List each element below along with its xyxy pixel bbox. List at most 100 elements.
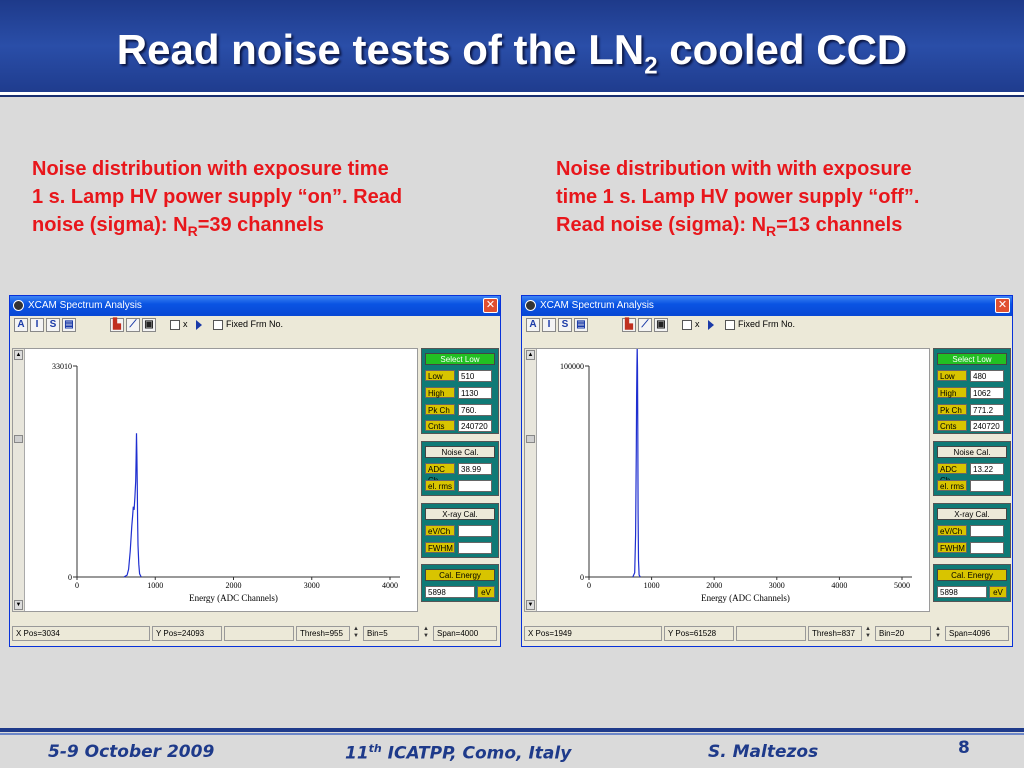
spectrum-plot[interactable]: ▲ ▼ 0 1000 2000 3000 4000 5000 0 100000 Energy (… [524,348,930,612]
fwhm-field[interactable] [970,542,1004,554]
ev-ch-label: eV/Ch [425,525,455,536]
fixed-frame-checkbox[interactable] [213,320,223,330]
y-tick-label: 0 [580,573,584,582]
save-icon[interactable]: ▣ [654,318,668,332]
fixed-frame-label: Fixed Frm No. [738,319,796,329]
high-field[interactable]: 1130 [458,387,492,399]
el-rms-label: el. rms [425,480,455,491]
xray-panel: X-ray Cal. eV/Ch FWHM [933,503,1011,558]
scroll-up-icon[interactable]: ▲ [526,350,535,360]
fixed-frame-checkbox[interactable] [725,320,735,330]
close-icon[interactable]: ✕ [995,298,1010,313]
window-titlebar[interactable]: XCAM Spectrum Analysis ✕ [522,296,1012,316]
scroll-down-icon[interactable]: ▼ [14,600,23,610]
bin-spinner[interactable]: ▲ ▼ [935,626,941,639]
scroll-up-icon[interactable]: ▲ [14,350,23,360]
spectrum-plot[interactable]: ▲ ▼ 0 1000 2000 3000 4000 0 33010 Energy (ADC C… [12,348,418,612]
window-titlebar[interactable]: XCAM Spectrum Analysis ✕ [10,296,500,316]
spectrum-chart: 0 1000 2000 3000 4000 5000 0 100000 Energy (ADC … [560,349,912,603]
vertical-scrollbar[interactable]: ▲ ▼ [525,349,537,611]
ev-ch-field[interactable] [458,525,492,537]
scroll-thumb[interactable] [14,435,23,443]
el-rms-field[interactable] [458,480,492,492]
thresh-spinner[interactable]: ▲ ▼ [353,626,359,639]
caption-right: Noise distribution with with exposure ti… [556,158,920,239]
energy-panel: Cal. Energy 5898 eV [933,564,1011,602]
btn-a[interactable]: A [14,318,28,332]
btn-a[interactable]: A [526,318,540,332]
ev-unit-button[interactable]: eV [989,586,1007,598]
app-icon [525,300,536,311]
counts-label: Cnts [425,420,455,431]
thresh-spinner[interactable]: ▲ ▼ [865,626,871,639]
arrow-right-icon[interactable] [708,320,714,330]
fwhm-field[interactable] [458,542,492,554]
footer-divider [0,728,1024,732]
x-checkbox[interactable] [682,320,692,330]
fwhm-label: FWHM [937,542,967,553]
btn-s[interactable]: S [46,318,60,332]
x-tick-label: 2000 [226,581,242,590]
status-bin: Bin=20 [875,626,931,641]
status-span: Span=4000 [433,626,497,641]
scroll-thumb[interactable] [526,435,535,443]
peak-channel-field[interactable]: 760. [458,404,492,416]
select-low-button[interactable]: Select Low [937,353,1007,365]
high-field[interactable]: 1062 [970,387,1004,399]
btn-i[interactable]: I [542,318,556,332]
cal-energy-button[interactable]: Cal. Energy [425,569,495,581]
print-icon[interactable]: ▤ [62,318,76,332]
el-rms-field[interactable] [970,480,1004,492]
cal-energy-button[interactable]: Cal. Energy [937,569,1007,581]
save-icon[interactable]: ▣ [142,318,156,332]
x-tick-label: 1000 [644,581,660,590]
status-x-pos: X Pos=3034 [12,626,150,641]
btn-s[interactable]: S [558,318,572,332]
select-low-button[interactable]: Select Low [425,353,495,365]
zoom-icon[interactable]: ⟋ [126,318,140,332]
low-label: Low [937,370,967,381]
print-icon[interactable]: ▤ [574,318,588,332]
peak-channel-label: Pk Ch [425,404,455,415]
xcam-window-left: XCAM Spectrum Analysis ✕ A I S ▤ ▙ ⟋ ▣ x… [9,295,501,647]
status-y-pos: Y Pos=24093 [152,626,222,641]
counts-field[interactable]: 240720 [458,420,492,432]
slide-number: 8 [958,738,970,758]
footer-date: 5-9 October 2009 [48,742,215,762]
status-y-pos: Y Pos=61528 [664,626,734,641]
counts-field[interactable]: 240720 [970,420,1004,432]
caption-left: Noise distribution with exposure time 1 … [32,158,403,239]
btn-i[interactable]: I [30,318,44,332]
high-label: High [425,387,455,398]
energy-field[interactable]: 5898 [937,586,987,598]
noise-cal-button[interactable]: Noise Cal. [425,446,495,458]
x-label: x [183,319,188,329]
low-field[interactable]: 510 [458,370,492,382]
slide-title-bar: Read noise tests of the LN2 cooled CCD [0,0,1024,95]
x-tick-label: 0 [75,581,79,590]
adc-ch-field[interactable]: 13.22 [970,463,1004,475]
vertical-scrollbar[interactable]: ▲ ▼ [13,349,25,611]
xray-cal-button[interactable]: X-ray Cal. [937,508,1007,520]
zoom-icon[interactable]: ⟋ [638,318,652,332]
x-axis-label: Energy (ADC Channels) [701,593,790,603]
scroll-down-icon[interactable]: ▼ [526,600,535,610]
close-icon[interactable]: ✕ [483,298,498,313]
slide-title: Read noise tests of the LN2 cooled CCD [116,26,908,80]
low-field[interactable]: 480 [970,370,1004,382]
peak-channel-field[interactable]: 771.2 [970,404,1004,416]
histogram-icon[interactable]: ▙ [110,318,124,332]
adc-ch-field[interactable]: 38.99 [458,463,492,475]
status-span: Span=4096 [945,626,1009,641]
footer-divider-thin [0,733,1024,735]
ev-ch-field[interactable] [970,525,1004,537]
histogram-icon[interactable]: ▙ [622,318,636,332]
ev-unit-button[interactable]: eV [477,586,495,598]
bin-spinner[interactable]: ▲ ▼ [423,626,429,639]
energy-field[interactable]: 5898 [425,586,475,598]
arrow-right-icon[interactable] [196,320,202,330]
x-checkbox[interactable] [170,320,180,330]
noise-cal-button[interactable]: Noise Cal. [937,446,1007,458]
xray-cal-button[interactable]: X-ray Cal. [425,508,495,520]
xray-panel: X-ray Cal. eV/Ch FWHM [421,503,499,558]
